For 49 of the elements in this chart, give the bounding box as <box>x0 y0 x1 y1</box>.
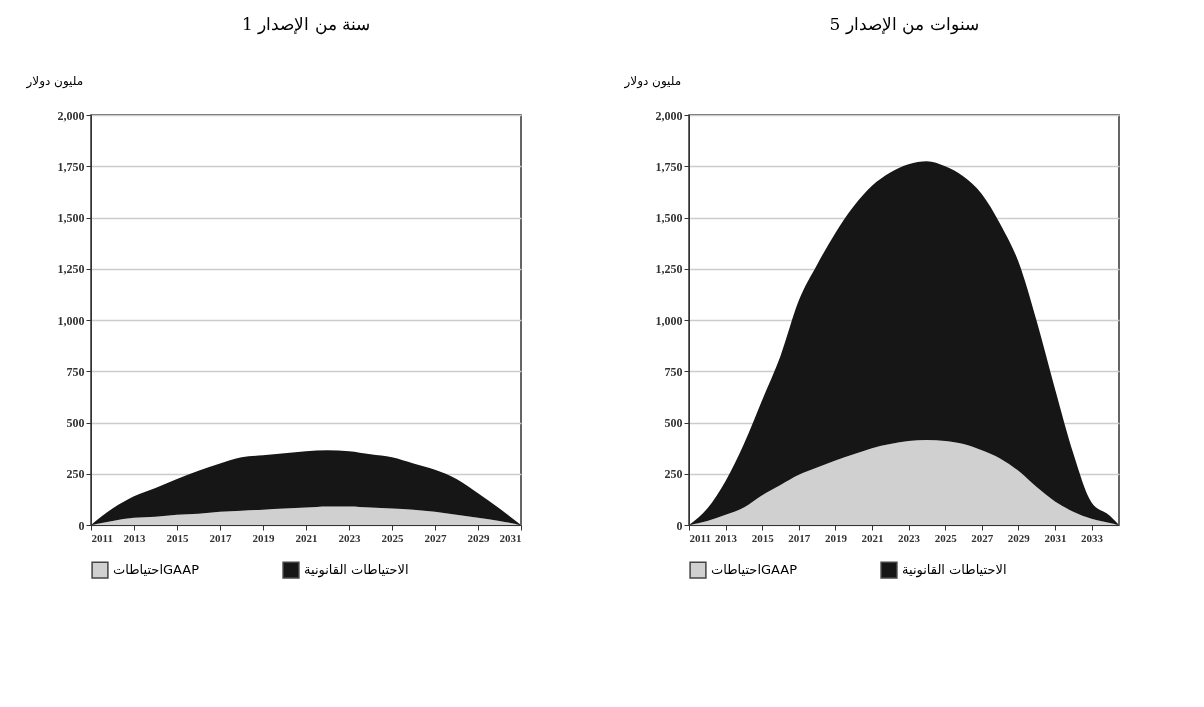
y-tick-label: 750 <box>664 364 683 379</box>
legend-label: احتياطاتGAAP <box>711 562 798 578</box>
y-tick-label: 1,250 <box>655 262 683 277</box>
y-tick-label: 250 <box>664 467 683 482</box>
x-tick-label: 2025 <box>934 531 958 544</box>
y-tick-label: 0 <box>78 518 85 533</box>
x-tick-label: 2019 <box>824 531 848 544</box>
y-axis-title: مليون دولار <box>623 73 682 89</box>
y-tick-label: 1,250 <box>57 262 85 277</box>
y-axis-title: مليون دولار <box>25 73 84 89</box>
x-tick-label: 2019 <box>252 531 275 544</box>
legend-label: الاحتياطات القانونية <box>304 562 409 579</box>
x-tick-label: 2029 <box>467 531 490 544</box>
x-tick-label: 2023 <box>898 531 921 544</box>
x-tick-label: 2021 <box>295 531 318 544</box>
y-tick-label: 1,750 <box>57 159 85 174</box>
x-tick-label: 2033 <box>1081 531 1104 544</box>
chart-title: 5 سنوات من الإصدار <box>829 14 979 35</box>
x-tick-label: 2011 <box>689 531 711 544</box>
y-tick-label: 2,000 <box>57 108 85 123</box>
x-tick-label: 2015 <box>751 531 775 544</box>
x-tick-label: 2027 <box>971 531 994 544</box>
x-tick-label: 2023 <box>338 531 361 544</box>
x-tick-label: 2031 <box>1044 531 1067 544</box>
x-tick-label: 2025 <box>381 531 404 544</box>
x-tick-label: 2031 <box>499 531 522 544</box>
x-tick-label: 2013 <box>123 531 146 544</box>
x-tick-label: 2017 <box>788 531 811 544</box>
chart-title: 1 سنة من الإصدار <box>241 14 371 35</box>
y-tick-label: 250 <box>66 467 85 482</box>
y-tick-label: 0 <box>676 518 683 533</box>
y-tick-label: 750 <box>66 364 85 379</box>
x-tick-label: 2015 <box>166 531 189 544</box>
y-tick-label: 500 <box>664 416 683 430</box>
legend-label: احتياطاتGAAP <box>113 562 200 578</box>
y-tick-label: 1,000 <box>655 313 683 328</box>
legend-label: الاحتياطات القانونية <box>902 562 1007 579</box>
x-tick-label: 2029 <box>1007 531 1031 544</box>
y-tick-label: 2,000 <box>655 108 683 123</box>
x-tick-label: 2021 <box>861 531 884 544</box>
x-tick-label: 2011 <box>91 531 113 544</box>
y-tick-label: 1,750 <box>655 159 683 174</box>
y-tick-label: 1,500 <box>655 211 683 225</box>
x-tick-label: 2013 <box>715 531 738 544</box>
x-tick-label: 2027 <box>424 531 447 544</box>
y-tick-label: 500 <box>66 416 85 430</box>
x-tick-label: 2017 <box>209 531 232 544</box>
y-tick-label: 1,500 <box>57 211 85 225</box>
y-tick-label: 1,000 <box>57 313 85 328</box>
